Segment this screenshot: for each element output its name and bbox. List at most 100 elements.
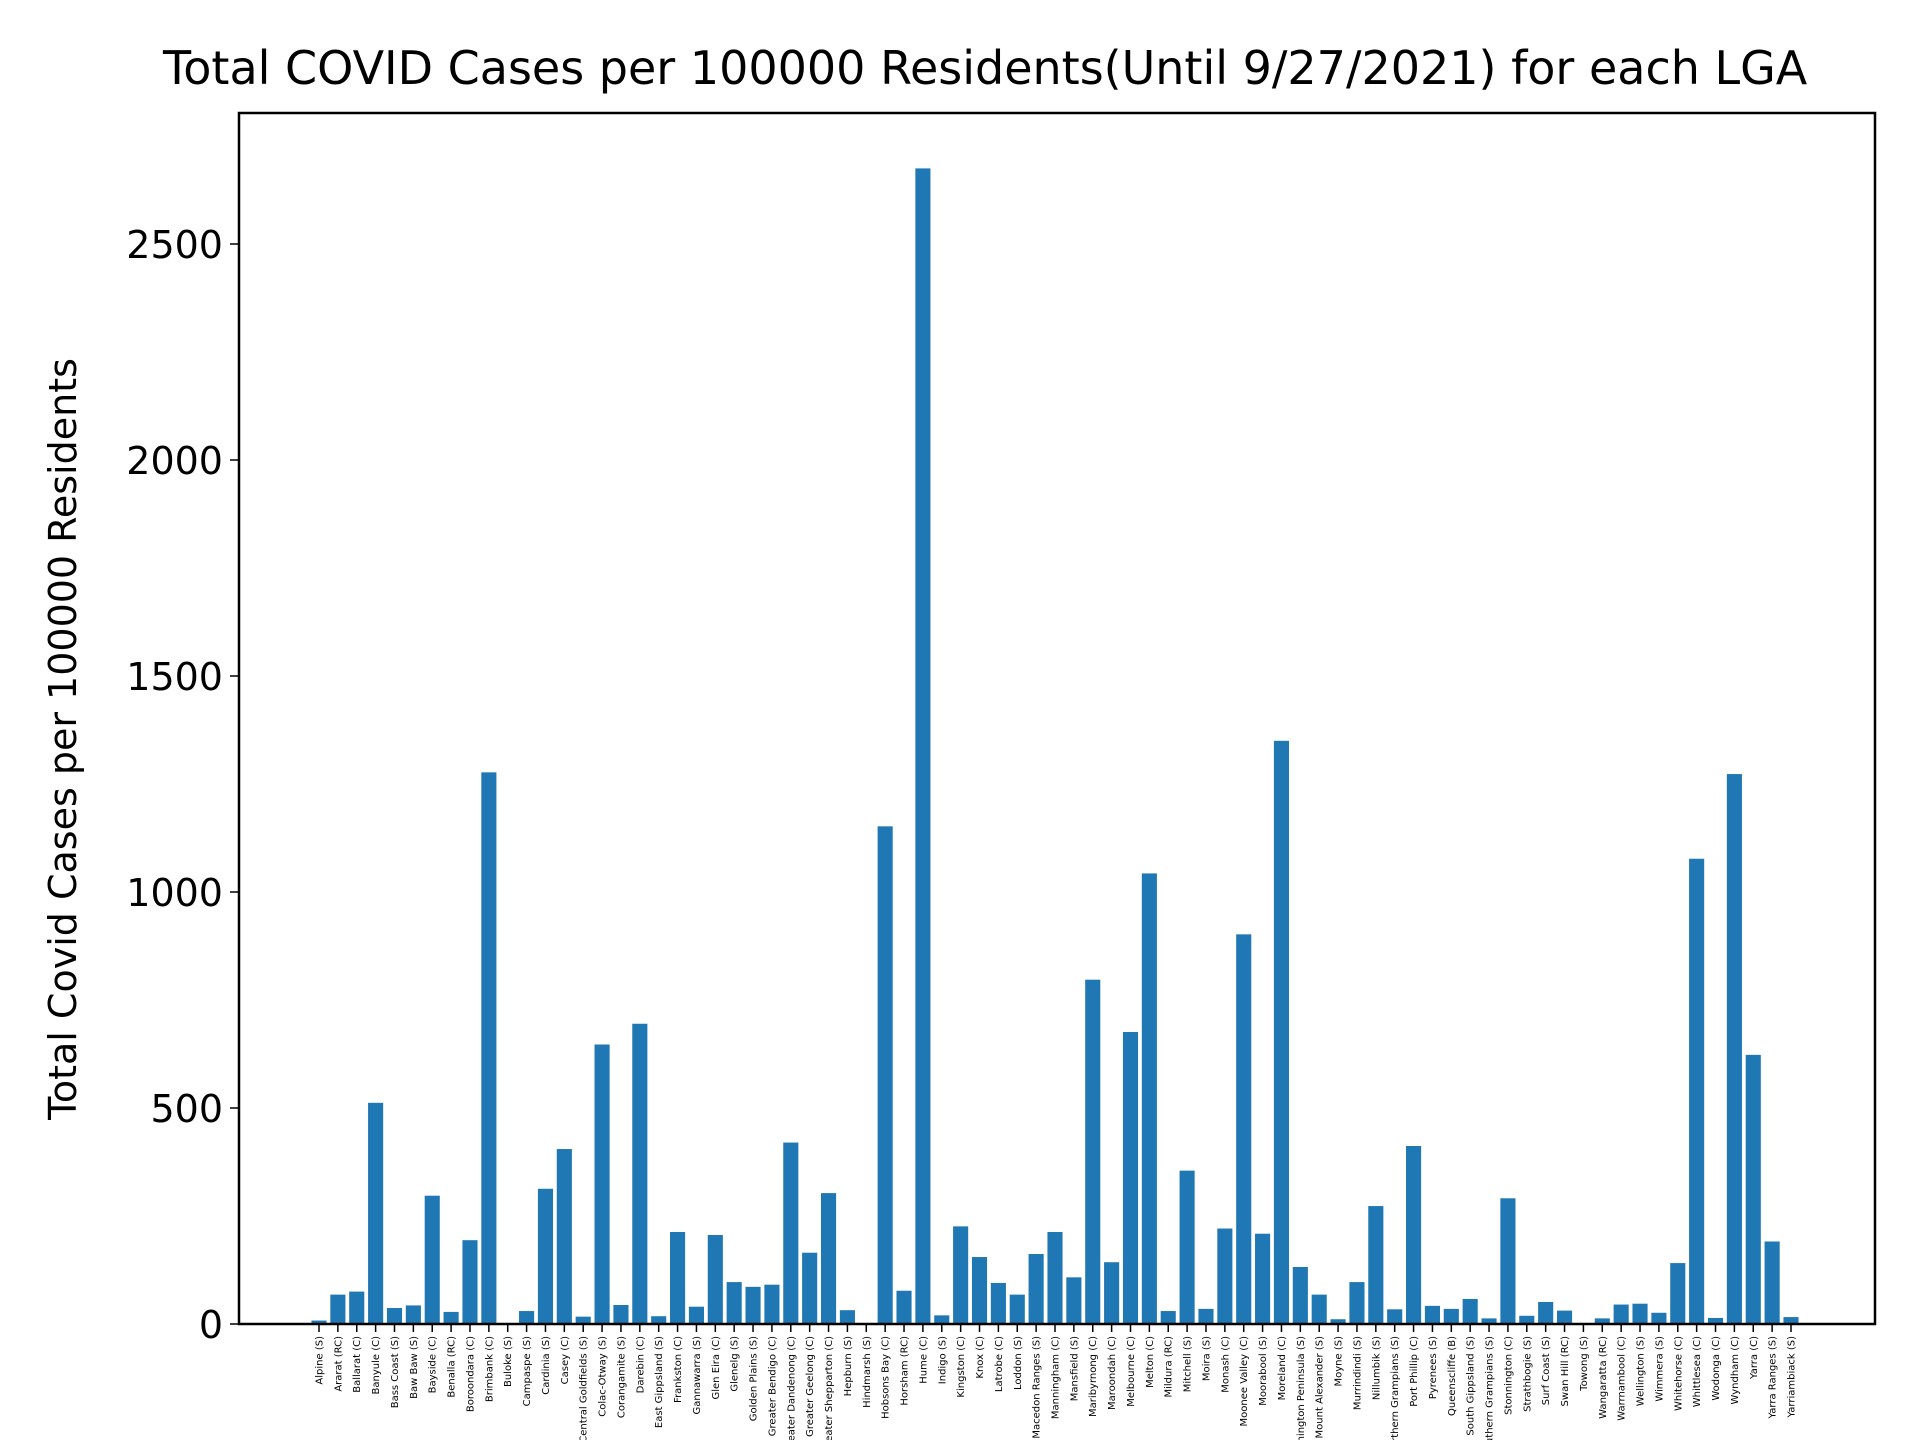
x-tick-label: Mansfield (S): [1069, 1336, 1080, 1401]
x-tick-label: Warrnambool (C): [1617, 1336, 1628, 1421]
bar: [594, 1044, 610, 1324]
x-tick-label: Greater Bendigo (C): [767, 1336, 778, 1436]
bar: [1085, 979, 1101, 1324]
plot-area-frame: [237, 111, 1877, 1326]
bar: [707, 1235, 723, 1324]
x-tick-label: Mildura (RC): [1164, 1336, 1175, 1398]
bar: [405, 1305, 421, 1324]
x-tick-label: Stonnington (C): [1503, 1336, 1514, 1415]
bar: [1726, 774, 1742, 1324]
bar: [1613, 1304, 1629, 1324]
x-tick-label: Glen Eira (C): [711, 1336, 722, 1400]
x-tick-label: Wyndham (C): [1730, 1336, 1741, 1405]
x-tick-label: Bayside (C): [428, 1336, 439, 1393]
x-tick-label: Swan Hill (RC): [1560, 1336, 1571, 1407]
bar: [1538, 1301, 1554, 1324]
x-tick-label: Whitehorse (C): [1673, 1336, 1684, 1411]
bar: [1028, 1254, 1044, 1324]
bar: [1481, 1318, 1497, 1324]
bar: [688, 1306, 704, 1324]
bar: [462, 1240, 478, 1324]
bar: [1311, 1294, 1327, 1324]
bar: [915, 168, 931, 1324]
y-tick-label: 500: [150, 1087, 223, 1131]
y-axis-label: Total Covid Cases per 100000 Residents: [41, 358, 85, 1121]
bar: [896, 1290, 912, 1324]
bar: [1368, 1206, 1384, 1324]
x-tick-label: Benalla (RC): [447, 1336, 458, 1398]
x-tick-label: Moreland (C): [1277, 1336, 1288, 1400]
bar: [1330, 1319, 1346, 1324]
x-tick-label: Brimbank (C): [484, 1336, 495, 1402]
y-tick-label: 1500: [126, 655, 223, 699]
x-tick-label: Wangaratta (RC): [1598, 1336, 1609, 1419]
x-tick-label: Towong (S): [1579, 1336, 1590, 1392]
x-tick-label: Buloke (S): [503, 1336, 514, 1387]
y-axis-ticks: 0 500 1000 1500 2000 2500: [126, 223, 239, 1347]
bar: [1387, 1309, 1403, 1324]
x-tick-label: Whittlesea (C): [1692, 1336, 1703, 1407]
x-tick-label: Bass Coast (S): [390, 1336, 401, 1408]
x-tick-label: Moira (S): [1201, 1336, 1212, 1381]
bar: [1443, 1308, 1459, 1324]
x-tick-label: East Gippsland (S): [654, 1336, 665, 1428]
bar: [1179, 1170, 1195, 1324]
bar: [1198, 1308, 1214, 1324]
x-tick-label: Moorabool (S): [1258, 1336, 1269, 1406]
x-tick-label: Boroondara (C): [465, 1336, 476, 1412]
x-tick-label: Wimmera (S): [1654, 1336, 1665, 1402]
bar: [1707, 1317, 1724, 1324]
bar: [1236, 934, 1252, 1324]
x-tick-label: Southern Grampians (S): [1485, 1336, 1496, 1440]
x-tick-label: Colac-Otway (S): [598, 1336, 609, 1417]
bar: [537, 1188, 554, 1324]
bar: [651, 1316, 667, 1324]
x-tick-label: Horsham (RC): [900, 1336, 911, 1406]
x-tick-label: Banyule (C): [371, 1336, 382, 1395]
x-tick-label: Murrindindi (S): [1352, 1336, 1363, 1410]
x-tick-label: Gannawarra (S): [692, 1336, 703, 1415]
x-tick-label: Greater Dandenong (C): [786, 1336, 797, 1440]
x-tick-label: Melton (C): [1145, 1336, 1156, 1388]
x-tick-label: Nillumbik (S): [1371, 1336, 1382, 1400]
x-tick-label: Casey (C): [560, 1336, 571, 1384]
x-tick-label: Latrobe (C): [994, 1336, 1005, 1392]
x-tick-label: Loddon (S): [1013, 1336, 1024, 1390]
bar: [1141, 873, 1157, 1324]
bar: [1500, 1198, 1516, 1324]
bar: [632, 1023, 648, 1324]
bar: [1745, 1054, 1761, 1324]
x-tick-label: Knox (C): [975, 1336, 986, 1379]
x-tick-label: Frankston (C): [673, 1336, 684, 1403]
x-tick-label: Golden Plains (S): [749, 1336, 760, 1421]
bar: [311, 1320, 327, 1324]
bar: [839, 1310, 855, 1324]
bar: [1632, 1303, 1648, 1324]
bar: [1273, 740, 1290, 1324]
x-tick-label: Wellington (S): [1636, 1336, 1647, 1406]
x-tick-label: Strathbogie (S): [1522, 1336, 1533, 1412]
x-tick-label: Yarriambiack (S): [1787, 1336, 1798, 1419]
x-tick-label: Pyrenees (S): [1428, 1336, 1439, 1399]
bar: [575, 1316, 591, 1324]
bar: [877, 826, 893, 1324]
bar: [1406, 1146, 1422, 1324]
x-tick-label: Moyne (S): [1334, 1336, 1345, 1387]
bar: [1764, 1241, 1780, 1324]
x-tick-label: Monash (C): [1220, 1336, 1231, 1393]
x-tick-label: Baw Baw (S): [409, 1336, 420, 1399]
bar: [971, 1257, 988, 1324]
bar: [556, 1149, 572, 1324]
bar: [1651, 1312, 1667, 1324]
chart-title: Total COVID Cases per 100000 Residents(U…: [162, 41, 1808, 95]
bar: [783, 1142, 799, 1324]
x-tick-label: Indigo (S): [937, 1336, 948, 1384]
x-tick-label: Melbourne (C): [1126, 1336, 1137, 1407]
bar: [386, 1308, 403, 1324]
bar: [764, 1284, 780, 1324]
y-tick-label: 2000: [126, 439, 223, 483]
x-tick-label: Cardinia (S): [541, 1336, 552, 1395]
x-tick-label: Ballarat (C): [352, 1336, 363, 1393]
bar: [443, 1311, 459, 1324]
